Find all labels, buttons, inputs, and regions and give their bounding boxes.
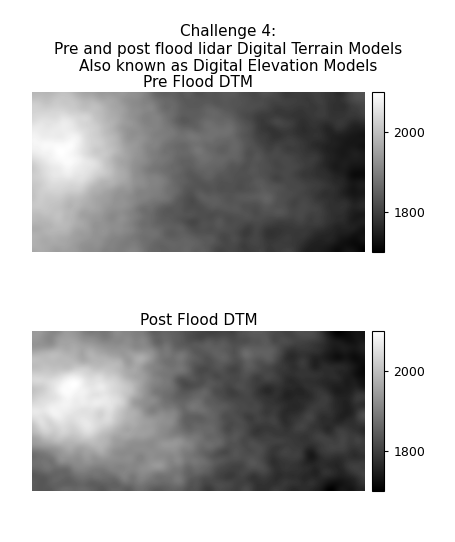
Title: Pre Flood DTM: Pre Flood DTM: [143, 75, 253, 89]
Title: Post Flood DTM: Post Flood DTM: [139, 313, 257, 328]
Text: Challenge 4:
Pre and post flood lidar Digital Terrain Models
Also known as Digit: Challenge 4: Pre and post flood lidar Di…: [54, 24, 401, 74]
